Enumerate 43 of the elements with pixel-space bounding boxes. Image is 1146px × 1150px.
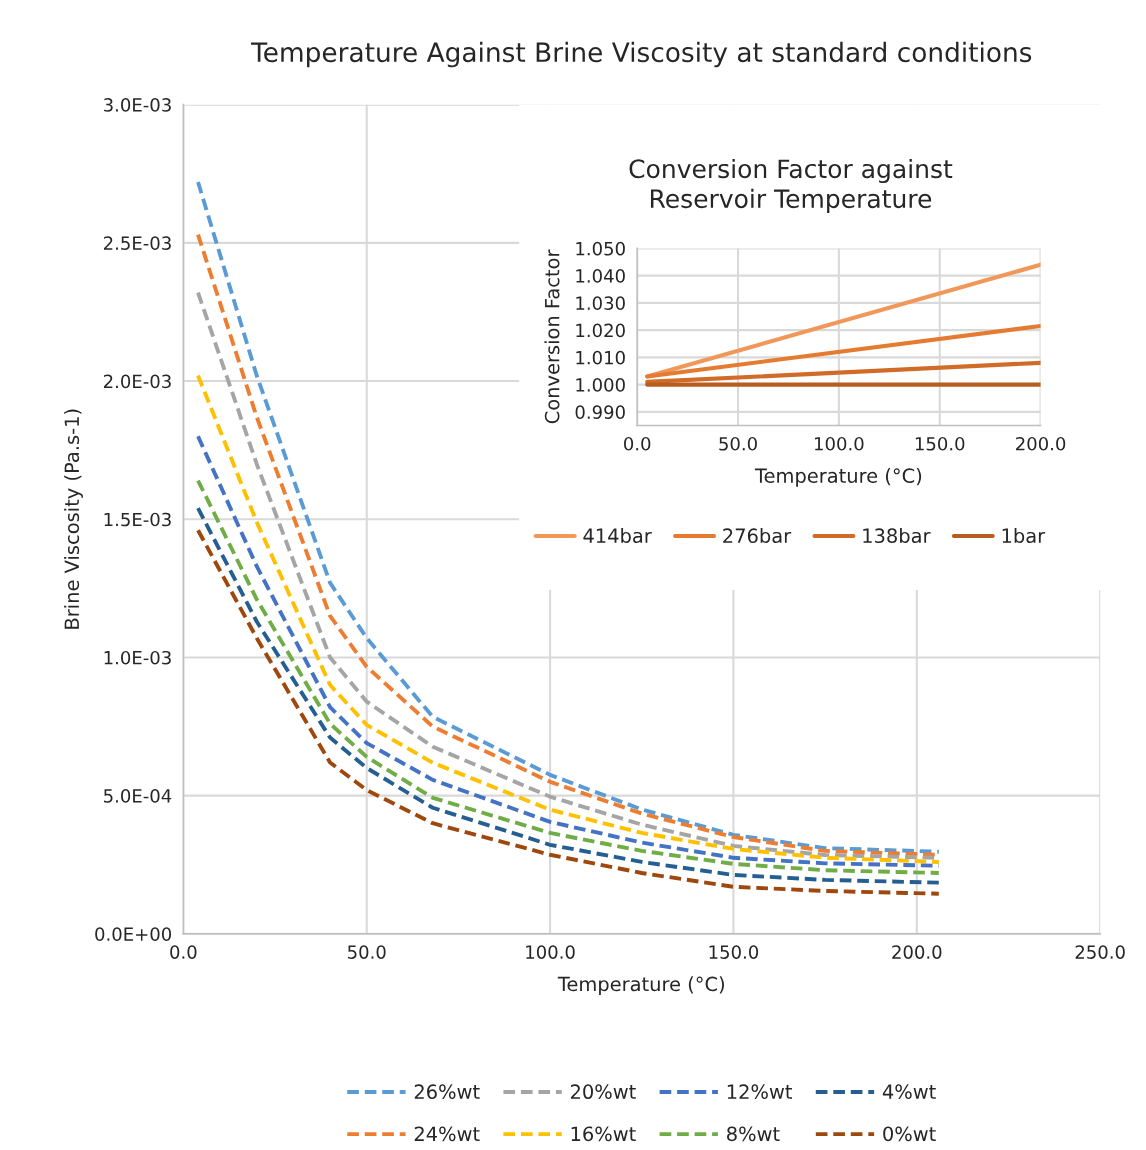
y-axis-title: Brine Viscosity (Pa.s-1) [64, 409, 83, 629]
x-tick-label: 50.0 [719, 436, 757, 451]
x-axis-title: Temperature (°C) [557, 976, 724, 996]
legend-label: 0%wt [883, 1126, 936, 1142]
y-tick-label: 1.050 [576, 241, 625, 256]
legend-label: 26%wt [414, 1084, 480, 1100]
x-tick-label: 100.0 [815, 436, 864, 451]
legend-label: 138bar [863, 528, 931, 544]
y-tick-label: 1.0E-03 [104, 650, 171, 665]
y-tick-label: 0.990 [575, 405, 625, 419]
x-tick-label: 100.0 [526, 945, 575, 959]
chart-title: Temperature Against Brine Viscosity at standard conditions [250, 41, 1032, 68]
y-tick-label: 1.5E-03 [104, 512, 171, 527]
x-axis-title: Temperature (°C) [754, 468, 922, 487]
legend-label: 12%wt [727, 1084, 792, 1100]
y-tick-label: 1.010 [576, 350, 625, 365]
legend-label: 24%wt [414, 1126, 480, 1142]
legend-label: 16%wt [571, 1126, 636, 1142]
y-tick-label: 1.020 [576, 323, 625, 338]
legend-label: 1bar [1002, 528, 1046, 544]
legend-label: 414bar [583, 528, 652, 544]
y-tick-label: 1.030 [576, 296, 625, 311]
x-tick-label: 200.0 [1016, 436, 1066, 451]
legend-label: 20%wt [570, 1084, 636, 1100]
x-tick-label: 0.0 [170, 945, 197, 959]
x-tick-label: 200.0 [892, 945, 942, 959]
y-axis-title: Conversion Factor [544, 249, 560, 424]
y-tick-label: 2.0E-03 [103, 374, 171, 389]
y-tick-label: 2.5E-03 [103, 236, 171, 250]
x-tick-label: 50.0 [348, 945, 386, 959]
legend-label: 276bar [723, 528, 792, 544]
y-tick-label: 1.000 [576, 378, 625, 392]
y-tick-label: 3.0E-03 [104, 98, 171, 112]
y-tick-label: 0.0E+00 [95, 927, 172, 941]
x-tick-label: 150.0 [709, 945, 759, 959]
x-tick-label: 150.0 [915, 436, 965, 451]
legend-label: 4%wt [882, 1084, 936, 1100]
y-tick-label: 5.0E-04 [104, 789, 172, 803]
legend-label: 8%wt [727, 1126, 780, 1142]
x-tick-label: 0.0 [624, 436, 651, 451]
chart-title: Conversion Factor against Reservoir Temperature [629, 158, 953, 213]
y-tick-label: 1.040 [576, 269, 625, 283]
x-tick-label: 250.0 [1075, 945, 1125, 959]
